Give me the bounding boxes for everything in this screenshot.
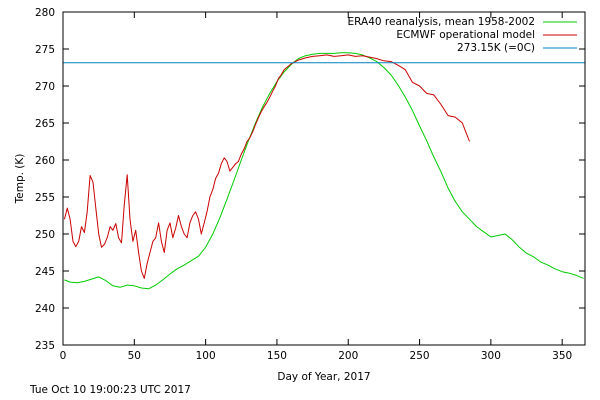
y-tick-label: 275 [35,44,55,56]
tick-labels: 0 50 100 150 200 250 300 350 235 240 245 250 255 260 2… [35,7,572,362]
y-tick-label: 280 [35,7,55,19]
x-tick-label: 0 [60,350,67,362]
x-tick-label: 100 [196,350,216,362]
x-tick-label: 250 [410,350,430,362]
y-tick-label: 235 [35,340,55,352]
y-tick-label: 270 [35,81,55,93]
legend-label: 273.15K (=0C) [457,42,535,54]
x-axis-label: Day of Year, 2017 [277,371,370,383]
y-tick-label: 250 [35,229,55,241]
ecmwf-model-line [63,54,470,279]
timestamp-footer: Tue Oct 10 19:00:23 UTC 2017 [30,384,191,396]
x-tick-label: 50 [128,350,141,362]
x-tick-label: 350 [552,350,572,362]
y-tick-label: 245 [35,266,55,278]
legend-label: ERA40 reanalysis, mean 1958-2002 [348,16,535,28]
plot-frame [62,11,586,346]
era40-mean-line [64,52,584,290]
y-axis-label: Temp. (K) [14,154,26,205]
x-tick-label: 300 [481,350,501,362]
y-tick-label: 260 [35,155,55,167]
tick-marks [62,11,585,346]
y-tick-label: 255 [35,192,55,204]
x-tick-label: 150 [267,350,287,362]
y-tick-label: 240 [35,303,55,315]
x-tick-label: 200 [338,350,358,362]
series-lines [63,52,585,290]
y-tick-label: 265 [35,118,55,130]
legend-label: ECMWF operational model [396,29,535,41]
